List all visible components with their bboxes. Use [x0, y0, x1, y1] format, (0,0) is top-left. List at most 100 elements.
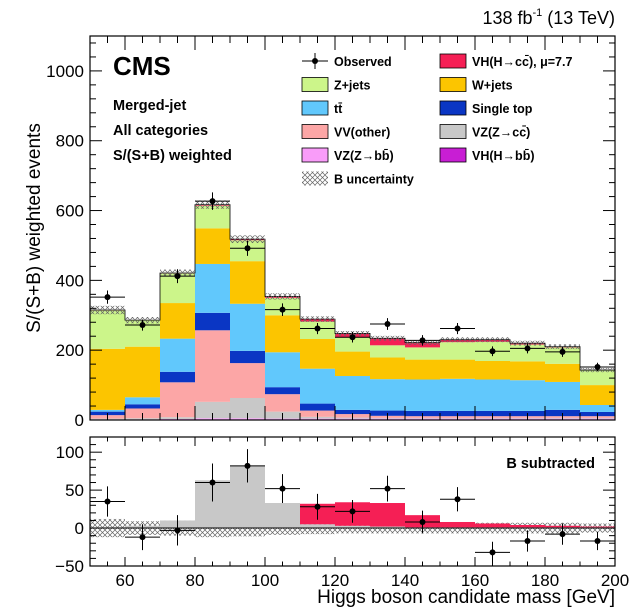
upper-bar-vzcc-3 [195, 401, 230, 419]
lower-xtick-label-3: 120 [321, 571, 349, 590]
upper-ytick-label-1: 200 [56, 341, 84, 360]
legend-item-singletop: Single top [439, 100, 533, 116]
upper-obs-point-2 [174, 273, 181, 280]
lower-axes: −50 0 50 100 60 80 100 120 140 160 180 200 [55, 436, 629, 590]
legend-item-zjets: Z+jets [301, 77, 371, 93]
upper-obs-point-8 [384, 321, 391, 327]
legend-item-vzcc: VZ(Z→cc̄) [439, 124, 530, 140]
upper-bar-singletop-3 [195, 312, 230, 331]
upper-bar-ttbar-5 [265, 352, 300, 388]
upper-unc-6 [300, 316, 335, 322]
legend-item-vhbb: VH(H→bb̄) [439, 147, 535, 163]
lower-obs-point-8 [384, 485, 391, 492]
legend-label-vzcc: VZ(Z→cc̄) [472, 125, 530, 139]
lower-ytick-label-2: 50 [65, 481, 84, 500]
upper-bar-wjets-11 [475, 361, 510, 380]
legend-label-vzbb: VZ(Z→bb̄) [334, 149, 394, 163]
lower-obs-point-2 [174, 527, 181, 534]
upper-obs-point-0 [104, 294, 111, 301]
upper-bar-wjets-9 [405, 359, 440, 380]
lower-xtick-label-1: 80 [186, 571, 205, 590]
lower-xtick-label-6: 180 [531, 571, 559, 590]
legend-swatch-ttbar [301, 100, 329, 116]
upper-bar-vhcc-8 [370, 338, 405, 346]
upper-bar-ttbar-0 [90, 409, 125, 412]
lower-bar-vhcc-8 [370, 503, 405, 527]
upper-bar-ttbar-13 [545, 381, 580, 410]
upper-obs-point-1 [139, 322, 146, 329]
legend-label-observed: Observed [334, 55, 392, 69]
legend-marker-point [312, 58, 318, 64]
legend-swatch-vhcc [439, 53, 467, 69]
legend-label-wjets: W+jets [472, 79, 513, 93]
upper-bar-wjets-6 [300, 339, 335, 369]
upper-obs-point-14 [594, 363, 601, 370]
upper-bar-wjets-10 [440, 359, 475, 379]
lower-obs-point-5 [279, 485, 286, 492]
b-subtracted-label: B subtracted [506, 456, 595, 472]
luminosity-label: 138 fb-1 (13 TeV) [482, 7, 615, 28]
upper-bar-zjets-7 [335, 337, 370, 352]
legend-swatch-vvother [301, 124, 329, 139]
legend-item-observed: Observed [302, 53, 392, 69]
lower-bar-vzcc-8 [370, 526, 405, 529]
lower-bar-vhcc-10 [440, 521, 475, 528]
lower-bar-vzcc-7 [335, 525, 370, 529]
upper-bar-vvother-5 [265, 394, 300, 412]
legend-swatch-wjets [439, 77, 467, 92]
y-axis-title: S/(S+B) weighted events [24, 123, 45, 333]
lower-bar-vhcc-11 [475, 523, 510, 528]
upper-bar-ttbar-1 [125, 397, 160, 405]
upper-obs-point-5 [279, 306, 286, 313]
lower-obs-point-6 [314, 503, 321, 510]
upper-ytick-label-4: 800 [56, 132, 84, 151]
upper-bar-vvother-2 [160, 382, 195, 418]
lower-obs-point-4 [244, 462, 251, 469]
upper-bar-ttbar-14 [580, 404, 615, 412]
upper-bar-wjets-14 [580, 385, 615, 405]
upper-bar-wjets-2 [160, 303, 195, 339]
upper-unc-5 [265, 293, 300, 300]
upper-unc-4 [230, 235, 265, 244]
lower-ytick-label-0: −50 [55, 557, 84, 576]
upper-bar-ttbar-7 [335, 376, 370, 410]
legend-label-unc: B uncertainty [334, 173, 414, 187]
legend-label-ttbar: tt̄ [334, 102, 343, 116]
lower-bar-vzcc-6 [300, 524, 335, 529]
legend-swatch-singletop [439, 100, 467, 116]
note-all-categories: All categories [113, 123, 208, 139]
upper-bar-wjets-0 [90, 348, 125, 410]
lower-observed-points [90, 449, 615, 563]
lower-obs-point-11 [489, 549, 496, 556]
upper-bar-ttbar-11 [475, 379, 510, 411]
upper-bar-zjets-0 [90, 310, 125, 349]
legend-label-vhcc: VH(H→cc̄), μ=7.7 [472, 55, 572, 69]
upper-bar-singletop-5 [265, 387, 300, 395]
lower-obs-point-7 [349, 508, 356, 515]
upper-bar-singletop-2 [160, 371, 195, 383]
legend-label-vvother: VV(other) [334, 126, 390, 140]
upper-obs-point-10 [454, 325, 461, 332]
legend-swatch-unc [302, 171, 328, 186]
lower-obs-point-3 [209, 479, 216, 486]
upper-bar-vzcc-4 [230, 398, 265, 419]
legend-item-ttbar: tt̄ [301, 100, 343, 116]
upper-obs-point-12 [524, 345, 531, 352]
upper-bar-ttbar-12 [510, 380, 545, 411]
upper-bar-zjets-10 [440, 342, 475, 360]
legend-swatch-vzbb [301, 147, 329, 163]
legend-swatch-vhbb [439, 147, 467, 163]
note-merged-jet: Merged-jet [113, 98, 186, 114]
upper-bar-singletop-6 [300, 403, 335, 411]
lower-bar-vhcc-12 [510, 525, 545, 528]
upper-bar-wjets-8 [370, 357, 405, 380]
upper-bar-wjets-1 [125, 346, 160, 398]
legend-label-singletop: Single top [472, 102, 533, 116]
upper-bar-vvother-3 [195, 330, 230, 402]
lower-obs-point-9 [419, 518, 426, 525]
upper-obs-point-7 [349, 334, 356, 341]
legend-item-unc: B uncertainty [302, 171, 414, 187]
legend-label-vhbb: VH(H→bb̄) [472, 149, 535, 163]
upper-bar-zjets-8 [370, 345, 405, 358]
upper-panel: 0 200 400 600 800 1000 CMS Merged-jet All cat… [24, 35, 616, 430]
